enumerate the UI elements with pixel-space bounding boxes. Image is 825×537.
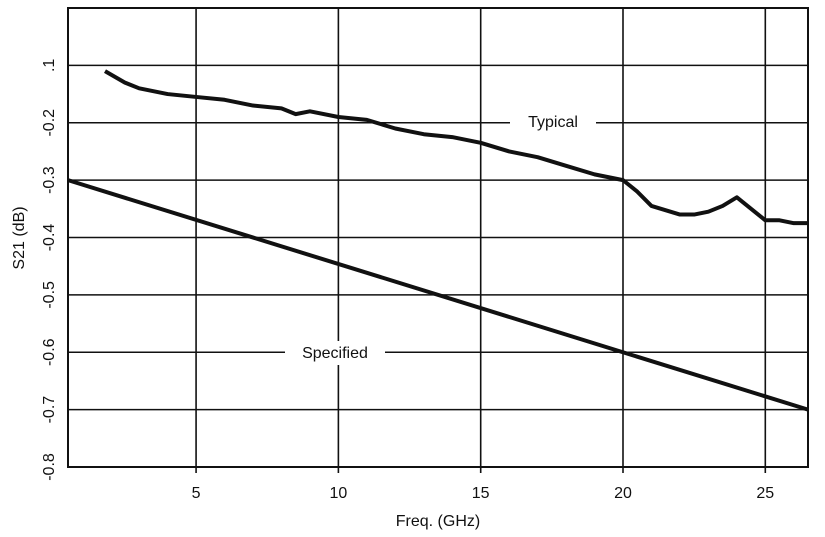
lines [67,69,809,412]
y-tick-label: -0.5 [41,281,58,309]
y-tick-label: -0.6 [41,338,58,366]
series-line [67,178,809,412]
x-tick-label: 20 [614,485,632,502]
y-tick-label: -0.7 [41,396,58,424]
y-tick-label: -0.2 [41,109,58,137]
y-tick-label: -0.4 [41,224,58,252]
y-tick-label: .1 [41,59,58,72]
y-tick-label: -0.8 [41,453,58,481]
label-bg [285,341,385,365]
x-axis-label: Freq. (GHz) [396,513,480,530]
series-label: Typical [528,114,578,131]
grid: 5 10 15 20 25 -0.8 -0.7 -0.6 -0.5 -0.4 -0.3 -0.2 .1 [41,8,808,502]
series-line [104,69,808,226]
y-axis-label: S21 (dB) [11,206,28,269]
plot-frame [67,7,809,468]
x-tick-label: 15 [472,485,490,502]
x-tick-label: 25 [756,485,774,502]
series-label: Specified [302,345,368,362]
label-bg [510,112,596,136]
x-tick-label: 5 [192,485,201,502]
x-tick-label: 10 [329,485,347,502]
y-tick-label: -0.3 [41,166,58,194]
